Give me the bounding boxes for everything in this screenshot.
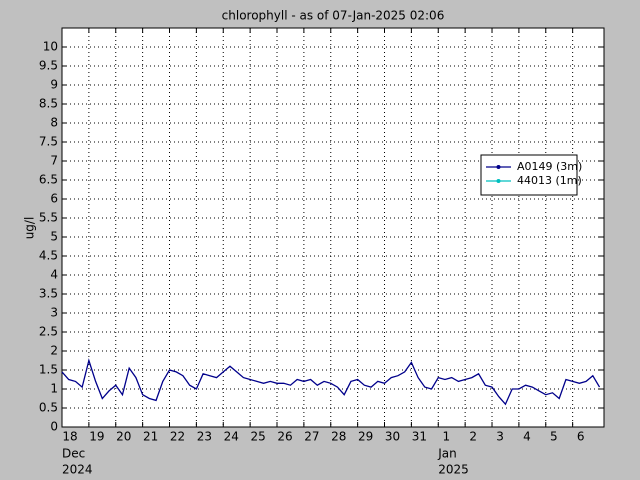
y-tick-label: 9.5 — [39, 59, 58, 73]
x-tick-label: 23 — [197, 430, 212, 444]
x-tick-label: 30 — [385, 430, 400, 444]
plot-frame — [61, 27, 605, 428]
legend-marker — [496, 165, 501, 169]
y-tick-label: 3.5 — [39, 287, 58, 301]
x-tick-label: 5 — [550, 430, 558, 444]
y-axis-label: ug/l — [23, 217, 37, 240]
x-tick-label: 3 — [496, 430, 504, 444]
x-tick-label: 25 — [250, 430, 265, 444]
x-tick-label: 4 — [523, 430, 531, 444]
x-tick-label: 28 — [331, 430, 346, 444]
x-tick-label: 19 — [89, 430, 104, 444]
y-tick-label: 3 — [50, 306, 58, 320]
x-tick-label: 29 — [358, 430, 373, 444]
y-tick-label: 7.5 — [39, 135, 58, 149]
legend: A0149 (3m)44013 (1m) — [480, 154, 582, 196]
x-year-label: 2024 — [62, 463, 93, 477]
y-tick-label: 5.5 — [39, 211, 58, 225]
y-tick-label: 0.5 — [39, 401, 58, 415]
x-month-label: Dec — [62, 447, 85, 461]
x-tick-label: 1 — [442, 430, 450, 444]
x-tick-label: 22 — [170, 430, 185, 444]
y-tick-label: 6 — [50, 192, 58, 206]
legend-box — [480, 154, 578, 196]
plot-area — [62, 28, 604, 427]
y-tick-label: 2 — [50, 344, 58, 358]
series-line — [61, 358, 601, 406]
y-tick-label: 10 — [43, 40, 58, 54]
y-tick-label: 0 — [50, 420, 58, 434]
y-tick-label: 1.5 — [39, 363, 58, 377]
legend-label: A0149 (3m) — [517, 160, 582, 173]
y-tick-label: 4 — [50, 268, 58, 282]
x-tick-label: 6 — [577, 430, 585, 444]
y-tick-label: 7 — [50, 154, 58, 168]
x-tick-label: 27 — [304, 430, 319, 444]
x-month-label: Jan — [437, 447, 457, 461]
x-tick-label: 20 — [116, 430, 131, 444]
x-tick-label: 24 — [224, 430, 239, 444]
x-year-label: 2025 — [438, 463, 469, 477]
chart-title: chlorophyll - as of 07-Jan-2025 02:06 — [222, 9, 445, 23]
x-tick-label: 21 — [143, 430, 158, 444]
x-tick-label: 26 — [277, 430, 292, 444]
x-tick-label: 2 — [469, 430, 477, 444]
y-tick-label: 6.5 — [39, 173, 58, 187]
legend-marker — [496, 179, 501, 183]
y-tick-label: 5 — [50, 230, 58, 244]
y-tick-label: 1 — [50, 382, 58, 396]
x-tick-label: 18 — [62, 430, 77, 444]
x-tick-label: 31 — [412, 430, 427, 444]
y-tick-label: 8.5 — [39, 97, 58, 111]
y-tick-label: 8 — [50, 116, 58, 130]
legend-label: 44013 (1m) — [517, 174, 582, 187]
y-tick-label: 4.5 — [39, 249, 58, 263]
y-tick-label: 9 — [50, 78, 58, 92]
y-tick-label: 2.5 — [39, 325, 58, 339]
